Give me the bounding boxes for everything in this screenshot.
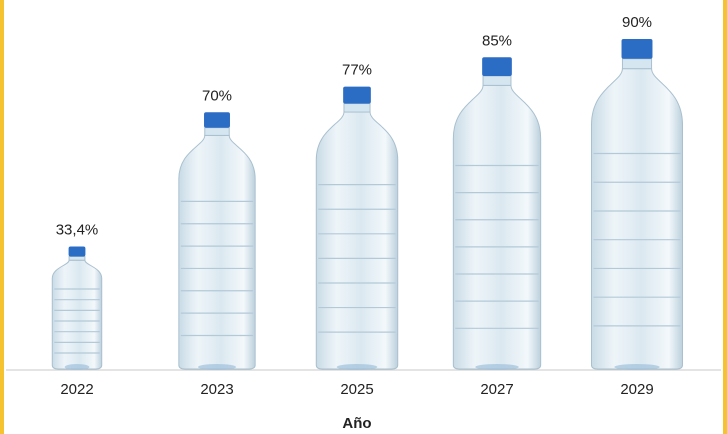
x-tick-label: 2022: [60, 381, 93, 398]
x-tick-label: 2029: [620, 381, 653, 398]
bottle-base: [197, 364, 237, 370]
value-label: 70%: [202, 87, 232, 104]
bottle: [51, 246, 103, 370]
bar: [315, 111, 399, 370]
x-tick-label: 2025: [340, 381, 373, 398]
value-label: 77%: [342, 62, 372, 79]
bottle-cap: [621, 38, 653, 59]
x-tick-label: 2023: [200, 381, 233, 398]
bar: [452, 84, 542, 370]
bottle-cap: [68, 246, 86, 257]
value-label: 85%: [482, 32, 512, 49]
bottle: [452, 57, 542, 370]
bottle: [178, 112, 256, 370]
bottle-neck: [621, 58, 653, 70]
bottle-cap: [204, 112, 230, 128]
bottle-base: [64, 364, 90, 370]
bottle-cap: [343, 86, 371, 104]
bottle-base: [614, 364, 660, 370]
bottle: [590, 38, 684, 370]
bottle-cap: [482, 57, 512, 77]
value-label: 33,4%: [56, 221, 99, 238]
bottle-neck: [68, 256, 86, 261]
bottle-neck: [343, 103, 371, 113]
bottle-neck: [482, 75, 512, 86]
bottle-base: [475, 364, 519, 370]
bottle: [315, 86, 399, 370]
bottle-base: [336, 364, 378, 370]
bar: [590, 68, 684, 370]
x-tick-label: 2027: [480, 381, 513, 398]
value-label: 90%: [622, 14, 652, 31]
border-right: [723, 0, 727, 434]
border-left: [0, 0, 4, 434]
bottle-neck: [204, 127, 230, 136]
x-axis-title: Año: [342, 415, 371, 432]
bar: [178, 134, 256, 370]
